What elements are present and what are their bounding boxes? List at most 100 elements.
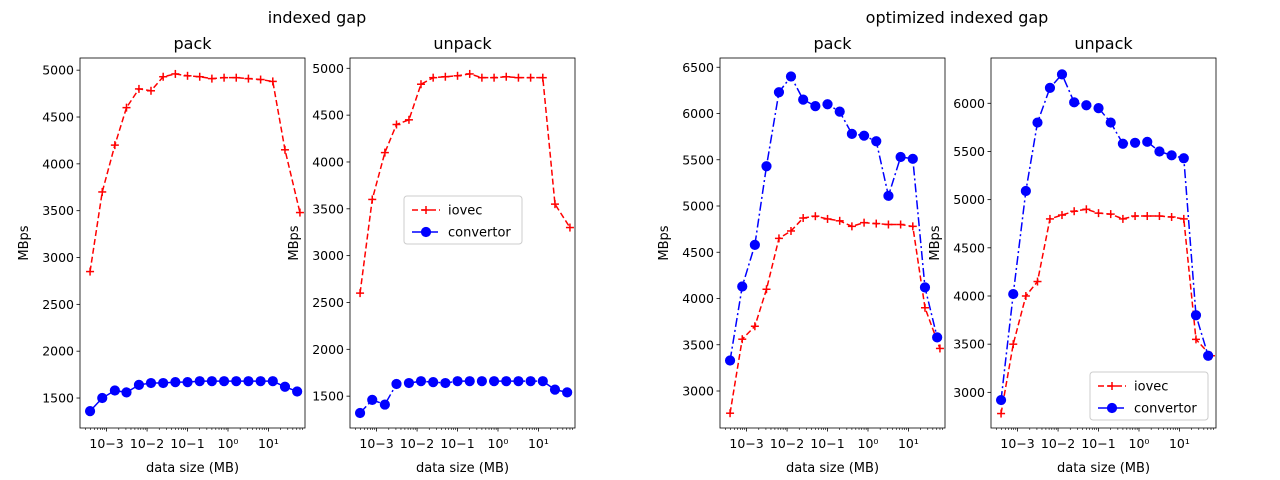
data-point-iovec <box>1179 214 1188 223</box>
legend-marker-iovec <box>1108 382 1116 390</box>
x-tick-label: 10¹ <box>258 436 279 451</box>
data-point-convertor <box>834 106 845 117</box>
y-tick-label: 5500 <box>953 144 985 159</box>
x-tick-label: 10⁰ <box>218 436 239 451</box>
data-point-convertor <box>428 377 439 388</box>
x-tick-label: 10−1 <box>440 436 474 451</box>
y-tick-label: 6000 <box>953 96 985 111</box>
plot-area <box>995 69 1215 418</box>
axes-frame <box>719 57 946 429</box>
y-tick-label: 3000 <box>312 248 344 263</box>
data-point-convertor <box>267 376 278 387</box>
y-tick-label: 4000 <box>682 291 714 306</box>
data-point-convertor <box>170 377 181 388</box>
legend-marker-convertor <box>420 226 432 238</box>
y-tick-label: 4000 <box>312 154 344 169</box>
data-point-convertor <box>391 378 402 390</box>
y-tick-label: 2500 <box>312 295 344 310</box>
data-point-iovec <box>1045 214 1054 223</box>
x-axis-label: data size (MB) <box>1057 461 1150 476</box>
data-point-iovec <box>762 285 771 294</box>
data-point-iovec <box>477 73 486 82</box>
x-tick-label: 10−3 <box>359 436 393 451</box>
data-point-convertor <box>1081 100 1092 111</box>
y-tick-label: 2000 <box>312 342 344 357</box>
data-point-iovec <box>220 73 229 82</box>
data-point-iovec <box>368 195 377 204</box>
x-tick-label: 10−2 <box>770 436 804 451</box>
data-point-iovec <box>171 69 180 78</box>
y-tick-label: 4500 <box>682 245 714 260</box>
data-point-iovec <box>295 208 304 217</box>
data-point-convertor <box>822 99 833 110</box>
x-tick-label: 10−2 <box>130 436 164 451</box>
data-point-convertor <box>501 376 512 387</box>
data-point-convertor <box>231 376 242 387</box>
x-tick-label: 10¹ <box>528 436 549 451</box>
data-point-convertor <box>1008 288 1019 300</box>
legend-label-iovec: iovec <box>1134 380 1168 395</box>
x-tick-label: 10−3 <box>89 436 123 451</box>
data-point-iovec <box>1143 212 1152 221</box>
data-point-convertor <box>476 376 487 387</box>
data-point-convertor <box>1093 103 1104 114</box>
data-point-convertor <box>1190 310 1202 321</box>
data-point-iovec <box>884 220 893 229</box>
series-line-iovec <box>359 73 571 294</box>
y-tick-label: 1500 <box>42 391 74 406</box>
y-tick-label: 5500 <box>682 152 714 167</box>
data-point-iovec <box>750 322 759 331</box>
x-tick-label: 10−1 <box>1081 436 1115 451</box>
series-line-convertor <box>359 380 568 414</box>
data-point-convertor <box>109 385 120 396</box>
data-point-convertor <box>145 377 157 389</box>
data-point-convertor <box>206 376 217 387</box>
data-point-iovec <box>86 267 95 276</box>
data-point-iovec <box>465 69 474 78</box>
data-point-iovec <box>920 303 929 312</box>
y-tick-label: 3000 <box>682 384 714 399</box>
y-tick-label: 4500 <box>42 110 74 125</box>
data-point-convertor <box>1069 97 1080 108</box>
data-point-convertor <box>292 386 303 397</box>
data-point-convertor <box>798 94 809 105</box>
y-tick-label: 5000 <box>42 63 74 78</box>
x-tick-label: 10−2 <box>400 436 434 451</box>
legend: iovec convertor <box>1089 371 1209 421</box>
data-point-convertor <box>1203 350 1214 361</box>
data-point-convertor <box>549 384 561 395</box>
data-point-convertor <box>537 376 548 387</box>
plot-area <box>724 71 944 418</box>
data-point-convertor <box>121 387 132 398</box>
data-point-iovec <box>195 72 204 81</box>
data-point-iovec <box>1167 212 1176 221</box>
data-point-convertor <box>749 239 760 250</box>
data-point-convertor <box>243 376 254 387</box>
data-point-convertor <box>1032 117 1043 128</box>
x-tick-label: 10−3 <box>729 436 763 451</box>
data-point-convertor <box>907 153 918 164</box>
x-axis-label: data size (MB) <box>786 461 879 476</box>
axes-frame <box>79 57 306 429</box>
data-point-iovec <box>1118 214 1127 223</box>
data-point-iovec <box>550 200 559 209</box>
data-point-convertor <box>858 130 870 141</box>
y-tick-label: 6000 <box>682 106 714 121</box>
data-point-convertor <box>415 376 427 387</box>
data-point-iovec <box>811 212 820 221</box>
data-point-iovec <box>429 73 438 82</box>
data-point-iovec <box>526 73 535 82</box>
data-point-iovec <box>159 72 168 81</box>
data-point-iovec <box>416 80 425 89</box>
data-point-convertor <box>1154 146 1165 157</box>
data-point-convertor <box>1178 153 1189 164</box>
x-tick-label: 10⁰ <box>488 436 509 451</box>
data-point-iovec <box>908 222 917 231</box>
panel-title: unpack <box>433 34 492 53</box>
y-tick-label: 3000 <box>42 250 74 265</box>
suptitle-optimized-indexed-gap: optimized indexed gap <box>866 8 1049 27</box>
data-point-convertor <box>525 376 536 387</box>
chart-panel-1: 10−3 10−2 10−1 10⁰ 10¹ 1500 2000 2500 3000 3500 40… <box>287 34 576 476</box>
data-point-iovec <box>847 222 856 231</box>
data-point-iovec <box>565 223 574 232</box>
